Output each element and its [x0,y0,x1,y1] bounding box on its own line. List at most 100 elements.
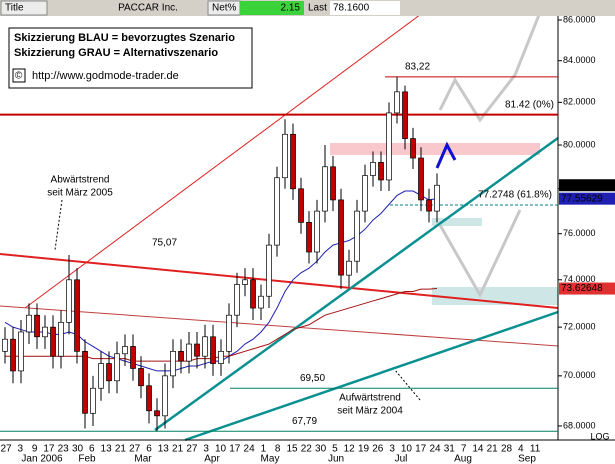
price-marker-label: 73.62648 [561,283,603,294]
x-tick-label: 14 [472,444,484,455]
candle-body [378,162,384,181]
candle-body [186,343,192,362]
header-last-label: Last [308,3,327,14]
uptrend-line [184,310,559,442]
annotation: seit März 2004 [337,406,403,417]
candle-body [170,350,176,377]
candle-body [354,210,360,262]
x-tick-label: 10 [215,444,227,455]
x-tick-label: 21 [115,444,127,455]
x-tick-label: 3 [18,444,24,455]
candle-body [34,314,40,338]
uptrend-line [154,136,559,432]
candle-body [226,314,232,352]
candle-body [138,368,144,387]
y-tick-label: 84.0000 [563,55,596,65]
level-label: 83,22 [405,61,430,72]
y-tick-label: 82.0000 [563,97,596,107]
month-label: Apr [204,454,220,464]
header-bar [0,0,615,16]
price-marker-label: 77.55629 [561,193,603,204]
x-tick-label: 19 [358,444,370,455]
channel-line [0,305,559,347]
candle-body [130,346,136,369]
month-label: Feb [78,454,96,464]
candle-body [2,338,8,352]
candle-body [178,350,184,362]
annotation: Abwärtstrend [51,175,110,186]
x-tick-label: 9 [32,444,38,455]
month-label: May [261,454,280,464]
x-tick-label: 24 [429,444,441,455]
x-tick-label: 13 [158,444,170,455]
month-label: Jun [328,454,344,464]
candle-body [402,91,408,139]
url: http://www.godmode-trader.de [32,70,179,82]
pointer [54,199,63,251]
support-zone [432,287,558,305]
x-tick-label: 17 [229,444,241,455]
x-tick-label: 10 [401,444,413,455]
candle-body [274,177,280,246]
x-tick-label: 1 [261,444,267,455]
y-tick-label: 68.0000 [563,420,596,430]
downtrend-line [0,253,559,309]
target-zone [330,143,540,155]
candle-body [362,175,368,212]
x-tick-label: 30 [315,444,327,455]
candle-body [234,284,240,316]
month-label: Jul [395,454,408,464]
x-tick-label: 13 [101,444,113,455]
header-net-label: Net% [212,3,237,14]
candle-body [346,260,352,276]
candle-body [50,326,56,357]
candle-body [322,166,328,212]
x-tick-label: 27 [186,444,198,455]
candle-body [218,350,224,364]
header-symbol: PACCAR Inc. [118,3,178,14]
candle-body [290,133,296,190]
candle-body [394,91,400,114]
legend-text: Skizzierung BLAU = bevorzugtes Szenario [14,32,235,44]
gray-scenario [438,0,547,123]
x-tick-label: 6 [89,444,95,455]
last-value-box [330,1,400,15]
candle-body [426,199,432,212]
net-value-box [240,1,304,15]
candle-body [66,279,72,323]
header-title: Title [5,3,24,14]
candle-body [146,385,152,412]
candle-body [122,346,128,355]
candle-body [26,314,32,333]
candle-body [114,353,120,382]
x-tick-label: 21 [172,444,184,455]
candle-body [58,322,64,357]
level-label: 77.2748 (61.8%) [478,190,552,201]
pointer [394,369,421,401]
copyright-box [12,68,26,83]
x-tick-label: 27 [129,444,141,455]
y-tick-label: 80.0000 [563,139,596,149]
candle-body [330,166,336,201]
price-marker [559,192,615,205]
candle-body [266,244,272,297]
annotation: Aufwärtstrend [339,393,401,404]
x-tick-label: 26 [372,444,384,455]
x-tick-label: 27 [0,444,12,455]
blue-scenario [435,141,457,169]
candle-body [42,326,48,338]
price-marker [559,179,615,192]
x-tick-label: 21 [487,444,499,455]
legend-text: Skizzierung GRAU = Alternativszenario [14,47,218,59]
candle-body [306,222,312,253]
candle-body [282,133,288,179]
header-last-value: 78.1600 [333,3,370,14]
x-tick-label: 12 [344,444,356,455]
candle-body [338,199,344,276]
y-tick-label: 72.0000 [563,322,596,332]
y-tick-label: 74.0000 [563,274,596,284]
x-tick-label: 11 [530,444,541,455]
candle-body [370,162,376,176]
candle-body [258,295,264,309]
